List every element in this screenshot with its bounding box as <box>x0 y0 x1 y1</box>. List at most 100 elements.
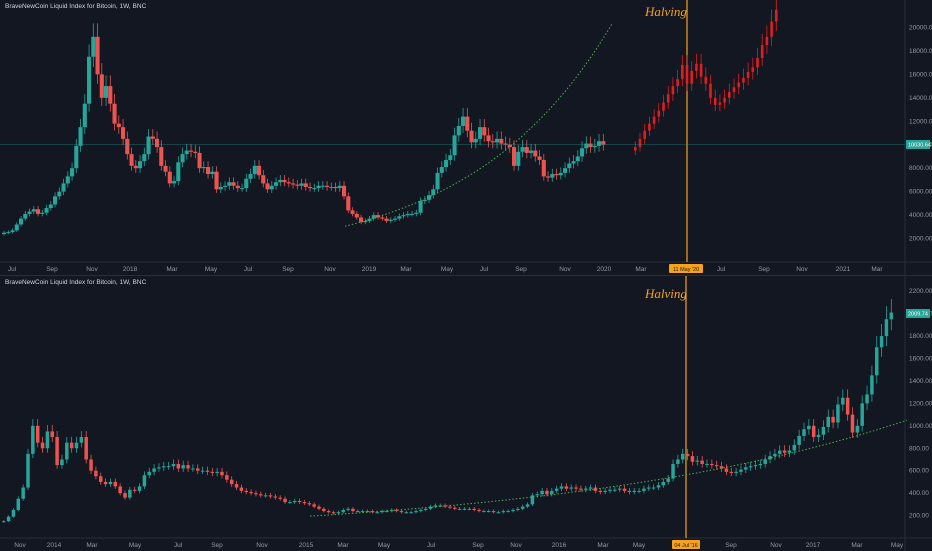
candle-body <box>248 174 253 179</box>
price-tag <box>906 140 930 149</box>
candle-body <box>152 468 156 472</box>
candle-body <box>193 151 198 153</box>
y-tick-label: 200.00 <box>909 513 929 520</box>
candle-body <box>588 143 593 148</box>
projection-candle <box>676 79 679 87</box>
candle-body <box>584 143 589 149</box>
projection-candle <box>699 63 703 77</box>
y-tick-label: 400.00 <box>909 490 929 497</box>
candle-body <box>227 182 232 186</box>
candle-body <box>265 183 270 190</box>
candle-body <box>231 182 236 186</box>
candle-body <box>359 217 364 223</box>
candle-body <box>671 463 675 479</box>
x-tick-label: Mar <box>597 542 609 549</box>
x-tick-label: Nov <box>14 542 26 549</box>
candle-body <box>491 511 496 513</box>
projection-candle <box>713 97 717 105</box>
candle-body <box>2 232 7 235</box>
candle-body <box>690 456 695 462</box>
candle-body <box>341 509 345 513</box>
candle-body <box>507 144 512 148</box>
x-tick-label: Nov <box>796 266 808 273</box>
candle-body <box>273 496 278 498</box>
candle-body <box>129 154 134 166</box>
candle-body <box>627 490 632 493</box>
candle-body <box>14 224 19 231</box>
candle-body <box>293 500 297 503</box>
candle-body <box>564 486 569 489</box>
candle-body <box>647 487 651 489</box>
candle-body <box>598 490 603 493</box>
x-tick-label: Mar <box>871 266 883 273</box>
candle-body <box>65 176 70 184</box>
candle-body <box>360 511 365 513</box>
candle-body <box>317 506 321 509</box>
candle-body <box>575 156 580 162</box>
candle-body <box>112 103 117 124</box>
candle-body <box>205 470 210 472</box>
candle-body <box>469 130 474 143</box>
candle-body <box>496 512 501 514</box>
candle-body <box>554 174 559 176</box>
candle-body <box>118 486 122 494</box>
candle-body <box>123 493 127 498</box>
projection-candle <box>709 83 712 98</box>
candle-body <box>40 442 45 449</box>
candle-body <box>482 127 487 136</box>
x-tick-label: Sep <box>46 266 58 273</box>
candle-body <box>320 185 325 187</box>
x-tick-label: May <box>633 542 646 549</box>
y-tick-label: 2000.00 <box>909 236 932 243</box>
candle-body <box>422 199 427 202</box>
candle-body <box>44 208 49 213</box>
candle-body <box>162 466 166 468</box>
candle-body <box>257 165 262 176</box>
candle-body <box>520 147 525 152</box>
candle-body <box>700 460 704 464</box>
candle-body <box>128 489 132 498</box>
candle-body <box>121 127 126 139</box>
candle-body <box>356 511 360 513</box>
candle-body <box>811 425 816 438</box>
x-tick-label: Nov <box>256 542 268 549</box>
candle-body <box>84 437 88 460</box>
candle-body <box>6 516 11 522</box>
candle-body <box>714 465 719 467</box>
candle-body <box>530 495 535 505</box>
candle-body <box>99 476 103 482</box>
x-tick-label: Jul <box>717 266 726 273</box>
candle-body <box>807 425 811 430</box>
projection-candle <box>648 123 651 131</box>
projection-candle <box>751 67 755 73</box>
x-tick-label: Jul <box>427 542 436 549</box>
candle-body <box>10 230 15 233</box>
candle-body <box>540 490 544 495</box>
chart-canvas-bottom[interactable]: 2200.002000.001800.001600.001400.001200.… <box>0 276 932 551</box>
candle-body <box>836 404 840 423</box>
candle-body <box>656 485 661 488</box>
projection-candle <box>704 76 708 84</box>
candle-body <box>249 492 253 494</box>
candle-body <box>74 145 79 169</box>
candle-body <box>278 179 283 183</box>
candle-body <box>845 397 850 415</box>
candle-body <box>234 484 239 488</box>
candle-body <box>710 463 714 466</box>
candle-body <box>346 196 351 211</box>
chart-canvas-top[interactable]: 20000.00 18000.00 16000.00 14000.00 12000.00… <box>0 0 932 275</box>
candle-body <box>235 185 240 189</box>
candle-body <box>865 394 869 404</box>
candle-body <box>99 74 104 98</box>
y-tick-label: 4000.00 <box>909 212 932 219</box>
candle-body <box>189 150 194 152</box>
candle-body <box>550 174 555 178</box>
projection-candle <box>765 36 769 46</box>
candle-body <box>748 466 753 468</box>
candle-body <box>651 487 656 489</box>
event-date-tag <box>669 264 703 273</box>
candle-body <box>388 219 393 221</box>
candle-body <box>584 488 588 490</box>
candle-body <box>467 508 472 510</box>
candle-body <box>443 505 447 507</box>
